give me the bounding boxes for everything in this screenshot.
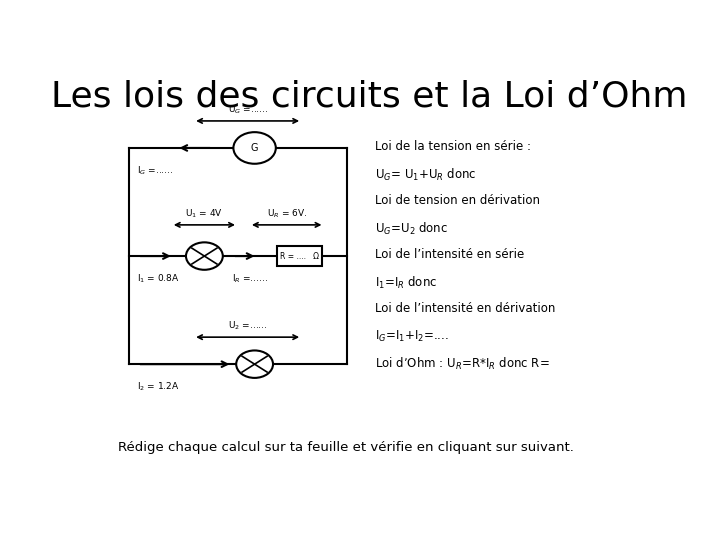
Text: U$_G$=U$_2$ donc: U$_G$=U$_2$ donc <box>374 221 448 237</box>
Text: Les lois des circuits et la Loi d’Ohm: Les lois des circuits et la Loi d’Ohm <box>50 79 688 113</box>
Text: R = ....   Ω: R = .... Ω <box>280 252 319 261</box>
Bar <box>277 246 322 266</box>
Text: U$_G$= U$_1$+U$_R$ donc: U$_G$= U$_1$+U$_R$ donc <box>374 167 476 183</box>
Text: Loi d’Ohm : U$_R$=R*I$_R$ donc R=: Loi d’Ohm : U$_R$=R*I$_R$ donc R= <box>374 356 549 372</box>
Circle shape <box>186 242 222 270</box>
Text: U$_G$ =......: U$_G$ =...... <box>228 104 268 116</box>
Text: U$_2$ =......: U$_2$ =...... <box>228 320 268 332</box>
Text: I$_2$ = 1.2A: I$_2$ = 1.2A <box>138 381 179 393</box>
Text: I$_R$ =......: I$_R$ =...... <box>233 273 269 285</box>
Text: Rédige chaque calcul sur ta feuille et vérifie en cliquant sur suivant.: Rédige chaque calcul sur ta feuille et v… <box>118 441 574 454</box>
Text: Loi de l’intensité en dérivation: Loi de l’intensité en dérivation <box>374 302 555 315</box>
Text: U$_1$ = 4V: U$_1$ = 4V <box>185 207 223 220</box>
Text: Loi de la tension en série :: Loi de la tension en série : <box>374 140 531 153</box>
Text: G: G <box>251 143 258 153</box>
Circle shape <box>233 132 276 164</box>
Text: I$_G$ =......: I$_G$ =...... <box>138 165 174 177</box>
Text: I$_G$=I$_1$+I$_2$=....: I$_G$=I$_1$+I$_2$=.... <box>374 329 449 344</box>
Text: Loi de l’intensité en série: Loi de l’intensité en série <box>374 248 524 261</box>
Text: I$_1$ = 0.8A: I$_1$ = 0.8A <box>138 273 180 285</box>
Text: Loi de tension en dérivation: Loi de tension en dérivation <box>374 194 539 207</box>
Text: U$_R$ = 6V.: U$_R$ = 6V. <box>267 207 307 220</box>
Circle shape <box>236 350 273 378</box>
Text: I$_1$=I$_R$ donc: I$_1$=I$_R$ donc <box>374 275 437 291</box>
